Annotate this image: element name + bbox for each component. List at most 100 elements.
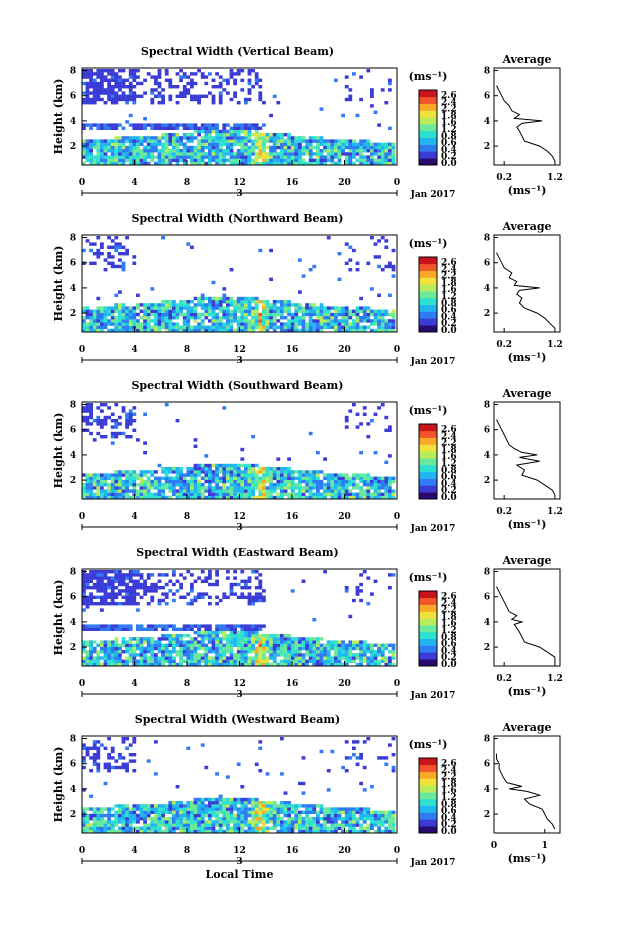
heatmap-cell [388,158,392,162]
heatmap-cell [197,640,201,644]
heatmap-cell [380,161,385,166]
heatmap-cell [218,325,223,329]
heatmap-cell [157,322,162,326]
heatmap-cell [96,152,101,156]
heatmap-cell [154,653,158,657]
heatmap-cell [380,328,385,333]
heatmap-cell [107,737,111,741]
heatmap-cell [82,573,86,577]
heatmap-cell [215,646,219,651]
heatmap-cell [157,312,162,317]
heatmap-cell [244,155,248,159]
heatmap-cell [103,762,108,766]
heatmap-cell [92,573,97,577]
heatmap-cell [154,627,158,631]
colorbar-tick-label: 2.4 [441,98,457,108]
heatmap-cell [132,595,137,599]
heatmap-cell [236,152,241,156]
heatmap-cell [337,476,342,480]
heatmap-cell [341,495,345,500]
heatmap-cell [132,807,137,811]
heatmap-cell [312,650,317,654]
heatmap-cell [344,653,349,657]
colorbar-segment [419,478,437,486]
heatmap-cell [218,316,223,320]
heatmap-cell [215,797,219,802]
heatmap-cell [254,306,259,310]
heatmap-cell [118,650,122,654]
heatmap-cell [323,570,327,574]
heatmap-cell [150,586,155,590]
heatmap-cell [384,428,389,432]
heatmap-cell [283,486,288,490]
colorbar-tick-label: 0.4 [441,312,457,322]
heatmap-cell [301,489,306,493]
heatmap-cell [114,431,119,436]
heatmap-cell [254,158,259,162]
heatmap-cell [330,476,335,480]
heatmap-cell [334,473,338,477]
heatmap-cell [128,637,133,641]
heatmap-cell [262,662,266,667]
heatmap-cell [121,602,126,606]
heatmap-cell [103,570,108,574]
heatmap-cell [319,804,324,808]
heatmap-cell [269,817,273,821]
heatmap-cell [110,640,115,644]
heatmap-cell [258,653,263,657]
heatmap-cell [161,470,165,474]
heatmap-cell [330,749,335,754]
heatmap-cell [326,325,331,329]
heatmap-cell [96,753,101,757]
heatmap-cell [384,813,389,818]
heatmap-cell [85,406,90,410]
heatmap-cell [197,470,201,474]
heatmap-cell [229,69,234,73]
heatmap-cell [218,306,223,310]
heatmap-cell [269,470,273,474]
heatmap-cell [251,476,255,480]
heatmap-cell [247,801,252,805]
profile-x-label: (ms⁻¹) [508,685,547,698]
colorbar-segment [419,318,437,326]
heatmap-cell [294,804,299,808]
heatmap-cell [172,823,176,827]
heatmap-cell [229,662,234,667]
heatmap-cell [287,813,291,818]
heatmap-cell [226,810,230,814]
heatmap-cell [92,746,97,750]
heatmap-cell [175,85,180,89]
heatmap-cell [150,656,155,660]
heatmap-cell [190,813,194,818]
heatmap-cell [290,650,295,654]
heatmap-cell [272,94,277,98]
heatmap-cell [240,322,245,326]
heatmap-cell [200,653,205,657]
heatmap-cell [373,451,378,455]
heatmap-cell [211,659,216,663]
heatmap-cell [96,139,101,143]
heatmap-cell [121,139,126,143]
heatmap-cell [143,479,147,484]
heatmap-cell [290,656,295,660]
heatmap-cell [182,473,187,477]
heatmap-cell [121,627,126,631]
heatmap-cell [175,785,180,789]
heatmap-cell [132,579,137,583]
heatmap-cell [229,495,234,500]
heatmap-cell [211,142,216,146]
heatmap-cell [114,759,119,763]
heatmap-cell [182,492,187,496]
heatmap-cell [139,804,144,808]
heatmap-cell [82,81,86,86]
heatmap-cell [240,152,245,156]
heatmap-cell [337,142,342,146]
heatmap-cell [175,152,180,156]
heatmap-cell [118,624,122,628]
heatmap-cell [290,322,295,326]
heatmap-cell [190,662,194,667]
heatmap-cell [107,245,111,249]
heatmap-cell [208,123,212,127]
heatmap-cell [89,72,93,76]
heatmap-cell [107,646,111,651]
